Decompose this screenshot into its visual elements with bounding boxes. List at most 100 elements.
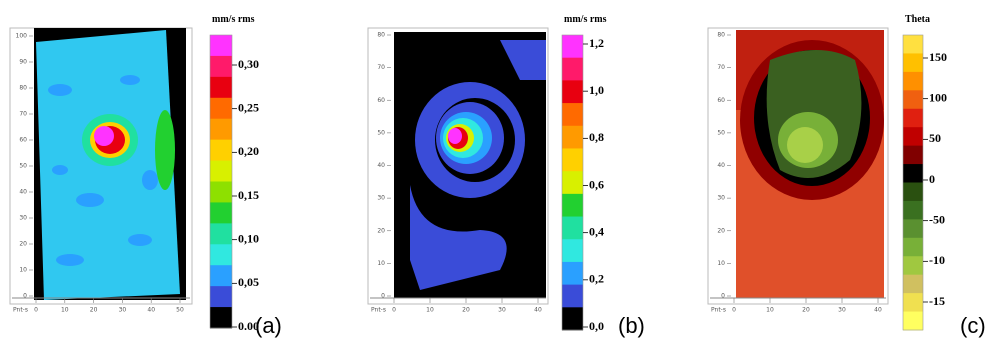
colorbar-label: -50 [929, 212, 945, 226]
colorbar-cell [210, 76, 232, 99]
colorbar-cell [562, 103, 583, 127]
y-tick-label: 20 [717, 227, 725, 234]
x-tick-label: 40 [874, 307, 882, 314]
colorbar-cell [562, 171, 583, 195]
colorbar-label: 1,0 [589, 83, 604, 97]
colorbar-cell [903, 127, 923, 147]
colorbar-cell [903, 293, 923, 313]
colorbar-cell [210, 35, 232, 57]
colorbar-cell [210, 139, 232, 162]
y-tick-label: 30 [19, 215, 27, 222]
colorbar-cell [562, 148, 583, 172]
y-tick-label: 80 [377, 32, 385, 39]
y-tick-label: 60 [717, 97, 725, 104]
colorbar-cell [903, 182, 923, 202]
colorbar-cell [210, 244, 232, 266]
y-tick-label: 10 [19, 267, 27, 274]
colorbar-cell [562, 57, 583, 81]
heatmap-a [9, 27, 193, 305]
colorbar-cell [903, 35, 923, 54]
y-tick-label: 0 [23, 293, 27, 300]
y-tick-label: 80 [717, 32, 725, 39]
y-tick-label: 70 [19, 111, 27, 118]
colorbar-cell [210, 202, 232, 224]
colorbar-title: mm/s rms [564, 14, 607, 25]
y-tick-label: 50 [19, 163, 27, 170]
colorbar-cell [210, 55, 232, 78]
colorbar-label: 0,8 [589, 130, 604, 144]
caption: (b) [618, 313, 645, 338]
colorbar-label: 0,05 [238, 275, 259, 289]
colorbar-label: 0,4 [589, 224, 604, 238]
colorbar-label: -10 [929, 253, 945, 267]
y-tick-label: 40 [377, 162, 385, 169]
y-tick-label: 60 [19, 137, 27, 144]
x-tick-label: 30 [498, 307, 506, 314]
y-tick-label: 80 [19, 85, 27, 92]
y-tick-label: 30 [717, 195, 725, 202]
y-tick-label: 100 [16, 33, 28, 40]
y-tick-label: 40 [717, 162, 725, 169]
colorbar-cell [562, 239, 583, 263]
colorbar-cell [903, 164, 923, 183]
x-tick-label: 50 [176, 307, 184, 314]
colorbar-cell [210, 307, 232, 329]
x-tick-label: 20 [462, 307, 470, 314]
y-tick-label: 20 [377, 227, 385, 234]
colorbar-cell [903, 311, 923, 331]
x-tick-label: 0 [392, 307, 396, 314]
colorbar-cell [903, 256, 923, 276]
colorbar-cell [562, 125, 583, 149]
colorbar-cell [562, 193, 583, 218]
colorbar-cell [903, 108, 923, 128]
colorbar-label: 1,2 [589, 36, 604, 50]
colorbar-label: 0,6 [589, 177, 604, 191]
colorbar-cell [210, 223, 232, 245]
y-tick-label: 70 [377, 64, 385, 71]
x-tick-label: 20 [802, 307, 810, 314]
colorbar-cell [903, 53, 923, 73]
x-tick-label: 10 [766, 307, 774, 314]
colorbar-label: 0,25 [238, 100, 259, 114]
colorbar-cell [210, 160, 232, 182]
y-tick-label: 50 [717, 129, 725, 136]
y-tick-label: 60 [377, 97, 385, 104]
x-tick-label: 10 [426, 307, 434, 314]
y-tick-label: 30 [377, 195, 385, 202]
colorbar-label: 0,0 [589, 319, 604, 333]
y-tick-label: 10 [377, 260, 385, 267]
corner-label: Pnt-s [711, 307, 726, 314]
colorbar-cell [210, 118, 232, 141]
colorbar-cell [903, 90, 923, 110]
caption: (a) [255, 313, 282, 338]
y-tick-label: 20 [19, 241, 27, 248]
colorbar-label: 50 [929, 131, 941, 145]
colorbar-cell [210, 265, 232, 287]
colorbar-cell [903, 145, 923, 165]
colorbar-cell [562, 35, 583, 59]
x-tick-label: 0 [732, 307, 736, 314]
colorbar-title: Theta [905, 14, 930, 25]
y-tick-label: 90 [19, 59, 27, 66]
colorbar-cell [210, 181, 232, 203]
caption: (c) [960, 313, 986, 338]
colorbar-frame [209, 34, 233, 329]
colorbar-label: 150 [929, 50, 947, 64]
colorbar-label: 0 [929, 172, 935, 186]
colorbar-cell [562, 80, 583, 104]
y-tick-label: 0 [721, 293, 725, 300]
x-tick-label: 20 [90, 307, 98, 314]
y-tick-label: 40 [19, 189, 27, 196]
colorbar-cell [562, 261, 583, 286]
colorbar-label: 0,10 [238, 231, 259, 245]
x-tick-label: 40 [147, 307, 155, 314]
colorbar-label: 0,15 [238, 188, 259, 202]
corner-label: Pnt-s [371, 307, 386, 314]
colorbar-cell [562, 284, 583, 308]
colorbar-label: 100 [929, 90, 947, 104]
colorbar-label: 0,2 [589, 272, 604, 286]
colorbar-label: 0.00 [238, 319, 259, 333]
colorbar-cell [210, 286, 232, 308]
colorbar-label: -15 [929, 294, 945, 308]
